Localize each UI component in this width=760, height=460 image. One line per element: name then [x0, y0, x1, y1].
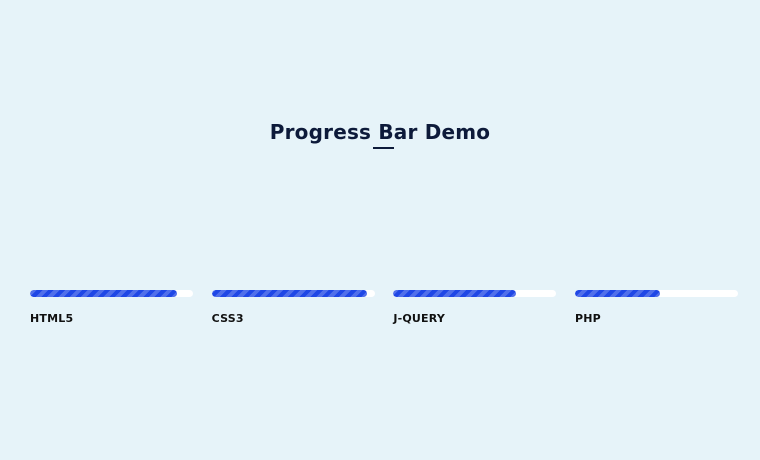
- progress-track: [211, 290, 375, 297]
- progress-fill: [30, 290, 177, 297]
- progress-fill: [211, 290, 367, 297]
- skill-label: PHP: [574, 312, 601, 325]
- skill-label: CSS3: [211, 312, 244, 325]
- progress-track: [574, 290, 738, 297]
- page-title: Progress Bar Demo: [269, 120, 491, 144]
- skill-label: HTML5: [30, 312, 74, 325]
- skill-label: J-QUERY: [393, 312, 446, 325]
- progress-fill: [393, 290, 516, 297]
- progress-bars: HTML5 CSS3 J-QUERY PHP: [30, 290, 738, 325]
- skill-css3: CSS3: [211, 290, 375, 325]
- skill-jquery: J-QUERY: [393, 290, 557, 325]
- skill-php: PHP: [574, 290, 738, 325]
- title-underline: [373, 147, 394, 149]
- skill-html5: HTML5: [30, 290, 193, 325]
- progress-fill: [574, 290, 660, 297]
- progress-track: [30, 290, 193, 297]
- progress-track: [393, 290, 557, 297]
